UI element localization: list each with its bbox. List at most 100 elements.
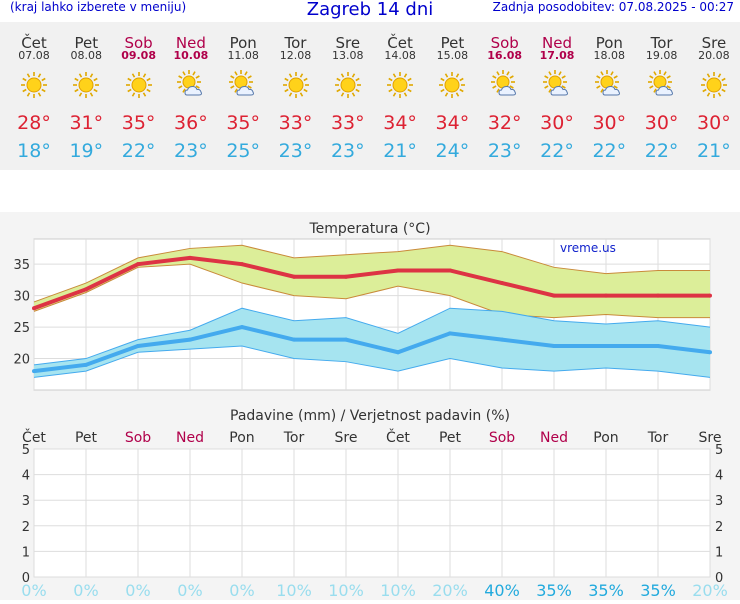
day-name: Ned — [175, 34, 206, 52]
precip-day-label: Tor — [283, 430, 305, 446]
min-temp-point — [344, 337, 348, 342]
min-temp: 25° — [226, 140, 261, 162]
precip-day-label: Sre — [335, 430, 358, 446]
precip-probability-label: 10% — [328, 581, 364, 600]
precip-y-tick-right: 4 — [715, 469, 723, 484]
precip-probability-label: 20% — [692, 581, 728, 600]
day-date: 14.08 — [384, 49, 416, 62]
min-temp-point — [552, 343, 556, 348]
sun-cloud-icon — [490, 70, 520, 100]
precip-y-tick-right: 5 — [715, 443, 723, 458]
temp-chart-title: Temperatura (°C) — [308, 221, 430, 237]
min-temp-point — [448, 331, 452, 336]
last-updated: Zadnja posodobitev: 07.08.2025 - 00:27 — [492, 0, 734, 14]
precip-probability-label: 0% — [125, 581, 150, 600]
max-temp: 33° — [278, 112, 313, 134]
precip-day-label: Sre — [699, 430, 722, 446]
max-temp: 33° — [330, 112, 365, 134]
precip-day-label: Tor — [647, 430, 669, 446]
min-temp: 21° — [697, 140, 731, 162]
day-date: 11.08 — [227, 49, 259, 62]
day-name: Ned — [542, 34, 572, 52]
temp-y-tick: 25 — [13, 321, 30, 336]
max-temp-point — [500, 281, 504, 286]
precip-day-label: Čet — [386, 428, 410, 446]
sun-cloud-icon — [176, 70, 206, 100]
min-temp-point — [656, 343, 660, 348]
min-temp-range-band — [34, 308, 710, 378]
charts-svg: Temperatura (°C)20253035vreme.usPadavine… — [13, 221, 728, 600]
day-name: Sre — [335, 34, 361, 52]
max-temp: 36° — [174, 112, 208, 134]
precip-chart-title: Padavine (mm) / Verjetnost padavin (%) — [230, 408, 510, 424]
min-temp: 23° — [278, 140, 313, 162]
sun-icon — [699, 70, 729, 100]
precip-y-tick-left: 1 — [22, 545, 30, 560]
day-name: Pon — [595, 34, 623, 52]
precip-day-label: Ned — [540, 430, 568, 446]
day-name: Sob — [490, 34, 519, 52]
max-temp: 30° — [644, 112, 679, 134]
sun-icon — [124, 70, 154, 100]
day-date: 13.08 — [332, 49, 364, 62]
min-temp-point — [396, 350, 400, 355]
max-temp-point — [552, 293, 556, 298]
max-temp-point — [136, 262, 140, 267]
day-name: Sre — [701, 34, 727, 52]
min-temp-point — [32, 369, 36, 374]
sun-cloud-icon — [542, 70, 572, 100]
max-temp-point — [240, 262, 244, 267]
day-date: 17.08 — [539, 49, 575, 62]
precip-probability-label: 35% — [536, 581, 572, 600]
sun-icon — [385, 70, 415, 100]
max-temp-point — [448, 268, 452, 273]
day-name: Pet — [74, 34, 99, 52]
day-name: Čet — [387, 34, 413, 52]
precip-y-tick-left: 2 — [22, 520, 30, 535]
location-menu-note[interactable]: (kraj lahko izberete v meniju) — [10, 0, 187, 14]
precip-y-tick-left: 5 — [22, 443, 30, 458]
max-temp-point — [188, 255, 192, 260]
sun-cloud-icon — [228, 70, 258, 100]
charts-panel: Temperatura (°C) 20 25 30 35 vreme.us Padavine… — [0, 212, 740, 600]
max-temp: 34° — [435, 112, 470, 134]
precip-probability-label: 10% — [380, 581, 416, 600]
day-name: Pon — [229, 34, 257, 52]
sun-cloud-icon — [594, 70, 624, 100]
page-title: Zagreb 14 dni — [306, 0, 434, 20]
day-date: 09.08 — [121, 49, 156, 62]
min-temp-point — [188, 337, 192, 342]
min-temp-range-band-edge — [33, 307, 711, 366]
watermark: vreme.us — [560, 241, 616, 255]
max-temp: 30° — [592, 112, 627, 134]
precip-day-label: Pon — [229, 430, 254, 446]
sun-icon — [437, 70, 467, 100]
day-name: Čet — [21, 34, 47, 52]
max-temp: 35° — [226, 112, 261, 134]
precip-y-tick-right: 1 — [715, 545, 723, 560]
min-temp-point — [604, 343, 608, 348]
max-temp-point — [604, 293, 608, 298]
min-temp: 22° — [121, 140, 156, 162]
precip-y-tick-left: 0 — [22, 571, 30, 586]
min-temp: 23° — [330, 140, 365, 162]
min-temp: 19° — [69, 140, 104, 162]
precip-probability-label: 35% — [588, 581, 624, 600]
max-temp-range-band-edge — [33, 263, 710, 319]
precip-probability-label: 40% — [484, 581, 520, 600]
temp-y-tick: 20 — [13, 353, 30, 368]
min-temp: 23° — [487, 140, 522, 162]
day-date: 19.08 — [645, 49, 678, 62]
max-temp-point — [292, 274, 296, 279]
precip-probability-label: 35% — [640, 581, 676, 600]
day-name: Pet — [440, 34, 465, 52]
min-temp-point — [292, 337, 296, 342]
sun-icon — [333, 70, 363, 100]
min-temp: 24° — [435, 140, 470, 162]
day-date: 10.08 — [173, 49, 209, 62]
min-temp: 18° — [17, 140, 51, 162]
day-name: Sob — [124, 34, 153, 52]
precip-day-label: Pet — [439, 430, 462, 446]
precip-day-label: Sob — [489, 430, 515, 446]
precip-probability-label: 10% — [276, 581, 312, 600]
